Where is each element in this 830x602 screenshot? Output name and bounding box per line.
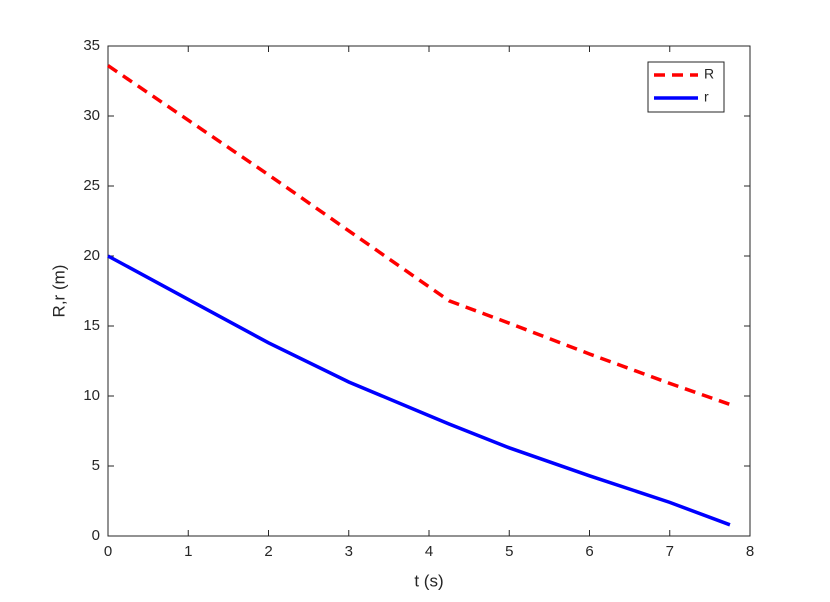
y-tick-label: 5 <box>92 457 100 474</box>
x-tick-label: 0 <box>104 543 112 560</box>
y-axis-title: R,r (m) <box>49 265 68 318</box>
y-tick-label: 10 <box>83 387 100 404</box>
x-tick-label: 7 <box>666 543 674 560</box>
x-tick-label: 3 <box>345 543 353 560</box>
x-tick-label: 4 <box>425 543 433 560</box>
x-tick-label: 8 <box>746 543 754 560</box>
x-tick-label: 6 <box>585 543 593 560</box>
legend: Rr <box>647 61 725 113</box>
plot-area <box>107 45 751 537</box>
y-tick-label: 15 <box>83 317 100 334</box>
x-tick-label: 2 <box>264 543 272 560</box>
legend-label: r <box>704 89 709 105</box>
series-line <box>107 254 731 527</box>
legend-label: R <box>704 66 714 82</box>
legend-box <box>647 61 725 113</box>
y-tick-label: 30 <box>83 107 100 124</box>
x-tick-label: 1 <box>184 543 192 560</box>
y-tick-label: 20 <box>83 247 100 264</box>
y-tick-label: 0 <box>92 527 100 544</box>
series-line <box>107 64 731 407</box>
x-tick-label: 5 <box>505 543 513 560</box>
x-axis-title: t (s) <box>414 571 443 590</box>
y-tick-label: 35 <box>83 37 100 54</box>
y-tick-label: 25 <box>83 177 100 194</box>
